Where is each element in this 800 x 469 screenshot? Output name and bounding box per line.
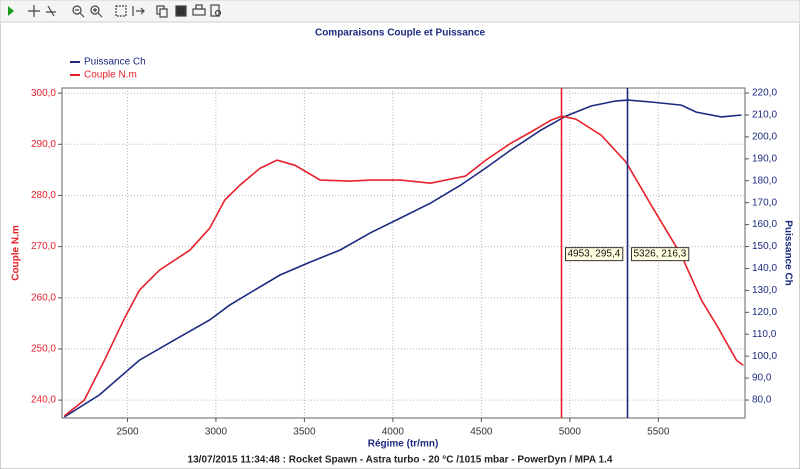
move-tool[interactable] — [28, 5, 40, 17]
y2-axis-label: Puissance Ch — [782, 220, 793, 286]
x-tick-label: 3500 — [293, 427, 316, 438]
zoom-in[interactable] — [90, 5, 100, 15]
zoom-out[interactable] — [72, 5, 82, 15]
y2-tick-label: 100,0 — [752, 351, 777, 362]
cursor-label: 4953, 295,4 — [568, 249, 621, 260]
legend-label: Puissance Ch — [84, 57, 146, 68]
play-button[interactable] — [8, 6, 14, 16]
y2-tick-label: 180,0 — [752, 175, 777, 186]
chart-title: Comparaisons Couple et Puissance — [315, 28, 485, 39]
x-tick-label: 5000 — [559, 427, 582, 438]
cursor-label-box — [565, 247, 624, 262]
y2-tick-label: 90,0 — [752, 373, 772, 384]
x-tick-label: 3000 — [205, 427, 228, 438]
x-tick-label: 5500 — [647, 427, 670, 438]
y2-tick-label: 170,0 — [752, 197, 777, 208]
toolbar-icons — [8, 4, 222, 18]
series-line — [63, 115, 744, 417]
y2-tick-label: 150,0 — [752, 241, 777, 252]
cursor-label-box — [631, 247, 690, 262]
y2-tick-label: 80,0 — [752, 395, 772, 406]
y-axis-label: Couple N.m — [11, 225, 22, 281]
y2-tick-label: 120,0 — [752, 307, 777, 318]
save[interactable] — [175, 5, 187, 17]
cursor-label: 5326, 216,3 — [634, 249, 687, 260]
y2-tick-label: 110,0 — [752, 329, 777, 340]
x-tick-label: 4000 — [382, 427, 405, 438]
x-tick-label: 4500 — [470, 427, 493, 438]
y2-tick-label: 190,0 — [752, 153, 777, 164]
pan-tool[interactable] — [46, 5, 56, 17]
y2-tick-label: 140,0 — [752, 263, 777, 274]
y2-tick-label: 200,0 — [752, 132, 777, 143]
y2-tick-label: 220,0 — [752, 88, 777, 99]
y2-tick-label: 210,0 — [752, 110, 777, 121]
footer: 13/07/2015 11:34:48 : Rocket Spawn - Ast… — [188, 455, 613, 466]
x-axis-label: Régime (tr/mn) — [368, 439, 439, 450]
y-tick-label: 270,0 — [31, 241, 56, 252]
y-tick-label: 300,0 — [31, 88, 56, 99]
y-tick-label: 290,0 — [31, 139, 56, 150]
cursor-tool[interactable] — [132, 6, 145, 16]
x-tick-label: 2500 — [116, 427, 139, 438]
toolbar — [0, 0, 800, 23]
y-tick-label: 280,0 — [31, 190, 56, 201]
y-tick-label: 250,0 — [31, 344, 56, 355]
select-tool[interactable] — [115, 5, 127, 17]
series-line — [63, 99, 742, 418]
y2-tick-label: 160,0 — [752, 219, 777, 230]
y2-tick-label: 130,0 — [752, 285, 777, 296]
y-tick-label: 240,0 — [31, 395, 56, 406]
y-tick-label: 260,0 — [31, 292, 56, 303]
legend-label: Couple N.m — [84, 70, 137, 81]
